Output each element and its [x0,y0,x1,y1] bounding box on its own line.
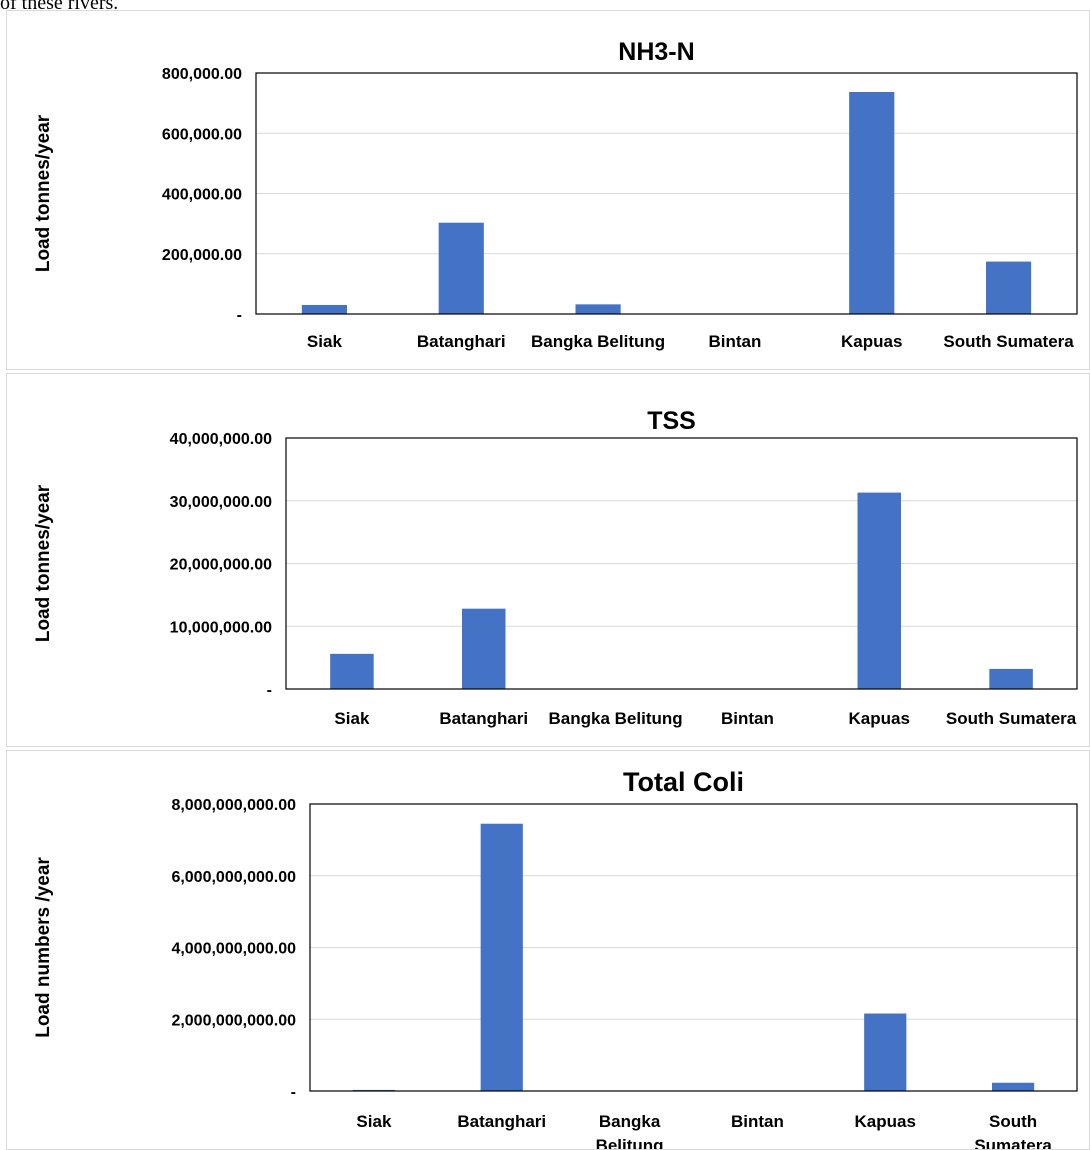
tss-category-label: Kapuas [849,709,910,728]
total-coli-chart-title: Total Coli [623,767,744,797]
total-coli-y-axis-label: Load numbers /year [33,857,54,1038]
total-coli-ytick-label: 4,000,000,000.00 [171,941,296,958]
total-coli-category-label-line: Belitung [596,1136,664,1149]
tss-ytick-label: - [267,682,272,699]
tss-ytick-label: 30,000,000.00 [170,494,272,511]
total-coli-category-label: Kapuas [855,1112,916,1131]
tss-bar-siak [330,653,374,689]
tss-category-label: Batanghari [439,709,528,728]
nh3n-chart-title: NH3-N [618,38,694,66]
tss-bar-kapuas [857,492,902,689]
tss-category-label: Bintan [721,709,774,728]
nh3n-y-axis-label: Load tonnes/year [33,114,54,272]
total-coli-category-label-line: South [989,1112,1037,1131]
tss-chart-title: TSS [647,407,696,435]
total-coli-bar-kapuas [864,1013,907,1091]
tss-y-axis-label: Load tonnes/year [33,484,54,642]
nh3n-ytick-label: - [237,307,242,324]
nh3n-bar-bangka-belitung [575,304,621,314]
total-coli-category-label: Siak [356,1112,392,1131]
tss-ytick-label: 20,000,000.00 [170,557,272,574]
tss-bar-chart: TSS - 10,000,000.00 20,000,000.00 30,000,000… [33,407,1078,728]
nh3n-bar-south-sumatera [986,261,1032,314]
tss-category-label: Bangka Belitung [549,709,683,728]
tss-bar-south-sumatera [989,668,1033,689]
nh3n-category-label: Batanghari [417,332,506,351]
total-coli-category-label: Bintan [731,1112,784,1131]
nh3n-ytick-label: 400,000.00 [162,187,242,204]
total-coli-category-label: Batanghari [457,1112,546,1131]
nh3n-bar-batanghari [438,222,484,314]
total-coli-bar-chart: Total Coli - 2,000,000,000.00 4,000,000,000… [33,767,1078,1149]
nh3n-ytick-label: 600,000.00 [162,126,242,143]
tss-ytick-label: 40,000,000.00 [170,431,272,448]
nh3n-ytick-label: 800,000.00 [162,66,242,83]
total-coli-ytick-label: 6,000,000,000.00 [171,869,296,886]
total-coli-ytick-label: 8,000,000,000.00 [171,797,296,814]
total-coli-category-label-line: Bangka [599,1112,661,1131]
total-coli-ytick-label: - [291,1084,296,1101]
total-coli-bar-batanghari [480,823,523,1091]
nh3n-bar-siak [301,304,347,314]
nh3n-category-label: Siak [307,332,343,351]
tss-category-label: Siak [334,709,370,728]
nh3n-category-label: Kapuas [841,332,902,351]
nh3n-category-label: South Sumatera [943,332,1074,351]
tss-plot-frame [285,437,1078,690]
tss-ytick-label: 10,000,000.00 [170,619,272,636]
total-coli-bar-south-sumatera [991,1082,1035,1091]
nh3n-bar-chart: NH3-N - 200,000.00 400,000.00 600,000.00 800,… [33,38,1078,351]
total-coli-category-label: South Sumatera [974,1112,1052,1149]
nh3n-bar-kapuas [849,91,895,314]
nh3n-ytick-label: 200,000.00 [162,247,242,264]
total-coli-ytick-label: 2,000,000,000.00 [171,1012,296,1029]
nh3n-category-label: Bangka Belitung [531,332,665,351]
chart-panel-tss: TSS - 10,000,000.00 20,000,000.00 30,000,000… [6,373,1090,747]
chart-panel-total-coli: Total Coli - 2,000,000,000.00 4,000,000,000… [6,750,1090,1150]
total-coli-category-label: Bangka Belitung [596,1112,664,1149]
total-coli-plot-frame [309,803,1078,1092]
tss-category-label: South Sumatera [946,709,1077,728]
nh3n-category-label: Bintan [708,332,761,351]
tss-bar-batanghari [461,608,506,689]
chart-panel-nh3n: NH3-N - 200,000.00 400,000.00 600,000.00 800,… [6,10,1090,370]
nh3n-plot-frame [255,72,1078,315]
total-coli-category-label-line: Sumatera [974,1136,1052,1149]
